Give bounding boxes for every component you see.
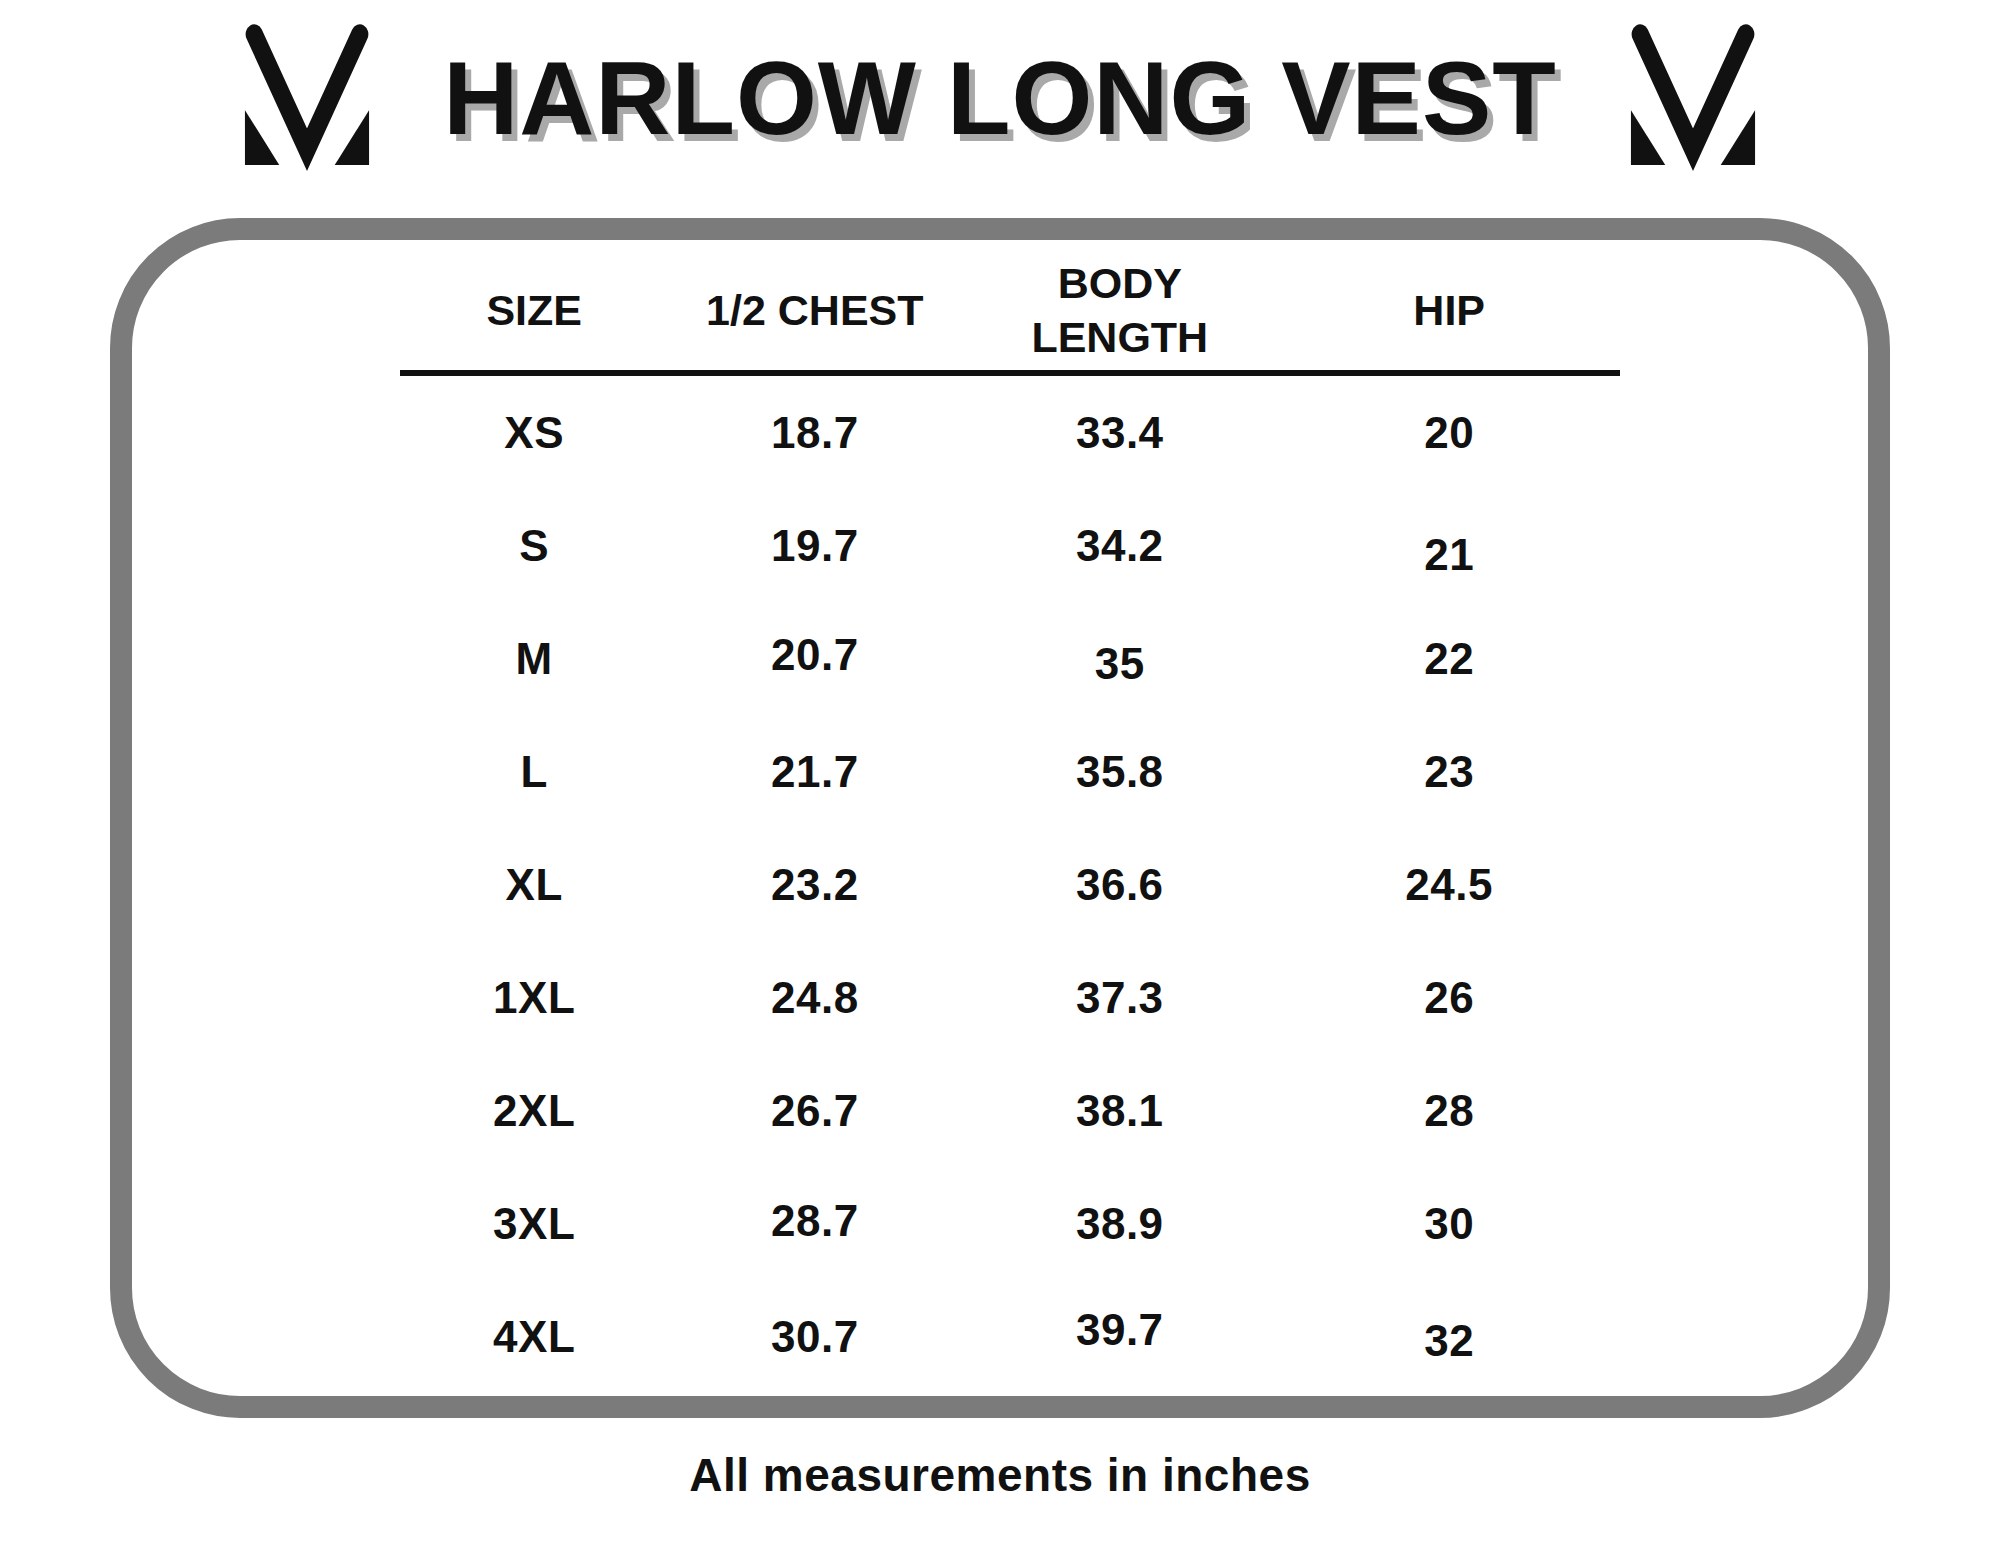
body-length-cell: 35 — [961, 607, 1278, 720]
size-chart-table: XS18.733.420S19.734.221M20.73522L21.735.… — [400, 376, 1620, 1393]
body-length-cell: 38.9 — [961, 1167, 1278, 1280]
body-length-cell: 36.6 — [961, 828, 1278, 941]
half-chest-cell: 21.7 — [668, 715, 961, 828]
table-header-row: SIZE 1/2 CHEST BODY LENGTH HIP — [400, 252, 1620, 370]
size-cell: XL — [400, 828, 668, 941]
hip-cell: 24.5 — [1278, 828, 1620, 941]
body-length-cell: 33.4 — [961, 376, 1278, 489]
body-length-cell: 34.2 — [961, 489, 1278, 602]
hip-cell: 26 — [1278, 941, 1620, 1054]
size-cell: M — [400, 602, 668, 715]
column-header-body-length-label: BODY LENGTH — [995, 257, 1245, 365]
half-chest-cell: 26.7 — [668, 1054, 961, 1167]
column-header-size-label: SIZE — [486, 284, 582, 338]
body-length-cell: 39.7 — [961, 1273, 1278, 1386]
header: HARLOW LONG VEST — [0, 22, 2000, 174]
column-header-half-chest: 1/2 CHEST — [668, 252, 961, 370]
hip-cell: 22 — [1278, 602, 1620, 715]
size-chart-page: HARLOW LONG VEST SIZE 1/2 CHEST BODY LEN… — [0, 0, 2000, 1545]
table-row: 3XL28.738.930 — [400, 1167, 1620, 1280]
hip-cell: 30 — [1278, 1167, 1620, 1280]
column-header-body-length: BODY LENGTH — [961, 252, 1278, 370]
m-logo-left-icon — [241, 22, 373, 174]
hip-cell: 21 — [1278, 498, 1620, 611]
page-title: HARLOW LONG VEST — [443, 33, 1557, 163]
hip-cell: 20 — [1278, 376, 1620, 489]
half-chest-cell: 24.8 — [668, 941, 961, 1054]
body-length-cell: 35.8 — [961, 715, 1278, 828]
half-chest-cell: 23.2 — [668, 828, 961, 941]
size-cell: 2XL — [400, 1054, 668, 1167]
column-header-hip: HIP — [1278, 252, 1620, 370]
hip-cell: 23 — [1278, 715, 1620, 828]
size-cell: L — [400, 715, 668, 828]
column-header-size: SIZE — [400, 252, 668, 370]
size-cell: S — [400, 489, 668, 602]
table-row: XL23.236.624.5 — [400, 828, 1620, 941]
table-row: 1XL24.837.326 — [400, 941, 1620, 1054]
half-chest-cell: 20.7 — [668, 598, 961, 711]
size-cell: 1XL — [400, 941, 668, 1054]
hip-cell: 28 — [1278, 1054, 1620, 1167]
hip-cell: 32 — [1278, 1284, 1620, 1397]
table-row: S19.734.221 — [400, 489, 1620, 602]
table-row: 2XL26.738.128 — [400, 1054, 1620, 1167]
half-chest-cell: 30.7 — [668, 1280, 961, 1393]
size-cell: 4XL — [400, 1280, 668, 1393]
column-header-half-chest-label: 1/2 CHEST — [706, 284, 923, 338]
measurements-note: All measurements in inches — [0, 1448, 2000, 1502]
size-cell: 3XL — [400, 1167, 668, 1280]
body-length-cell: 38.1 — [961, 1054, 1278, 1167]
body-length-cell: 37.3 — [961, 941, 1278, 1054]
table-row: 4XL30.739.732 — [400, 1280, 1620, 1393]
size-cell: XS — [400, 376, 668, 489]
m-logo-right-icon — [1627, 22, 1759, 174]
half-chest-cell: 19.7 — [668, 489, 961, 602]
half-chest-cell: 28.7 — [668, 1164, 961, 1277]
table-row: L21.735.823 — [400, 715, 1620, 828]
table-row: M20.73522 — [400, 602, 1620, 715]
table-row: XS18.733.420 — [400, 376, 1620, 489]
half-chest-cell: 18.7 — [668, 376, 961, 489]
column-header-hip-label: HIP — [1413, 284, 1485, 338]
